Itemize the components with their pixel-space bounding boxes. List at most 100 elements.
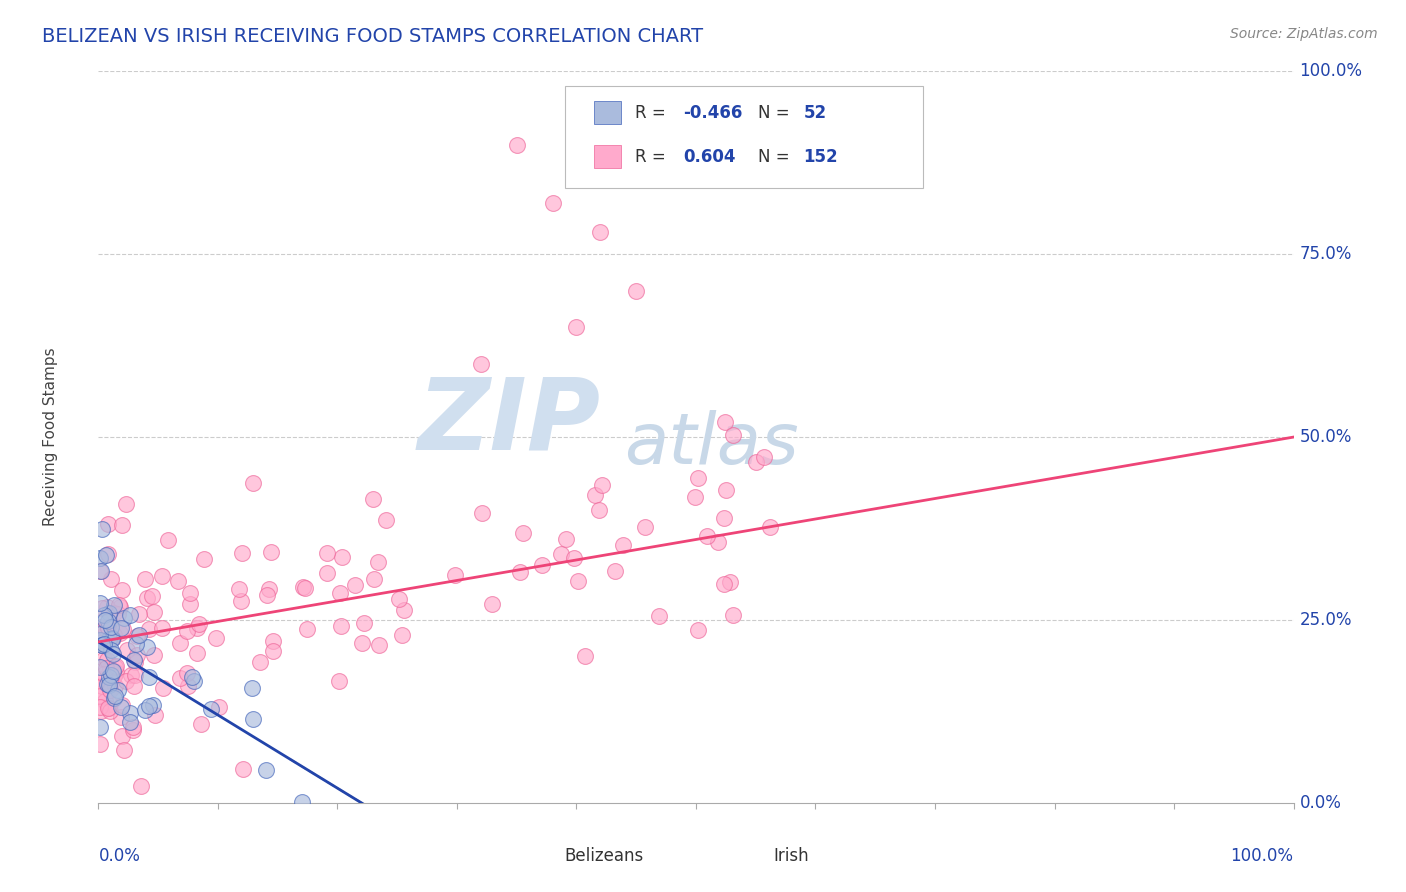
Point [120,714,142,729]
Point [96,548,118,562]
Point [103,690,125,705]
Point [330,550,353,565]
Point [179,597,201,611]
Point [157,533,180,547]
Point [89,737,111,751]
Point [93,651,115,665]
Text: 0.0%: 0.0% [1299,794,1341,812]
Point [713,511,735,525]
Point [103,669,125,683]
Point [714,483,737,498]
Point [169,671,191,685]
Point [90,704,112,718]
Point [506,137,529,152]
Text: 100.0%: 100.0% [1299,62,1362,80]
Point [125,648,148,662]
Point [89,699,111,714]
Point [89,565,111,579]
Point [121,720,143,734]
Point [108,599,131,614]
Point [744,455,766,469]
FancyBboxPatch shape [565,86,924,188]
Point [150,621,173,635]
Point [713,415,735,429]
Point [124,655,146,669]
Point [98,701,121,715]
Point [97,701,120,715]
Point [107,682,129,697]
Point [583,488,606,502]
Point [186,647,208,661]
Point [759,520,782,534]
Point [89,633,111,648]
Point [110,700,132,714]
Text: N =: N = [758,148,794,166]
Point [107,598,129,612]
Point [97,516,120,531]
Point [242,712,264,726]
Text: -0.466: -0.466 [683,103,742,122]
Point [100,682,122,697]
Text: N =: N = [758,103,794,122]
Text: 52: 52 [804,103,827,122]
Point [112,743,135,757]
FancyBboxPatch shape [529,846,555,867]
Point [181,670,204,684]
Point [100,631,122,645]
Point [190,717,212,731]
Point [713,576,735,591]
Point [231,594,253,608]
Point [100,643,122,657]
Text: 75.0%: 75.0% [1299,245,1353,263]
Point [90,600,112,615]
Point [111,729,134,743]
Text: Receiving Food Stamps: Receiving Food Stamps [44,348,58,526]
Point [205,632,228,646]
Point [187,616,209,631]
Text: R =: R = [636,148,671,166]
Point [103,628,125,642]
Point [93,607,115,622]
Point [90,679,112,693]
Point [100,619,122,633]
Point [104,679,127,693]
Point [626,284,648,298]
Point [107,607,129,621]
Point [98,681,121,695]
Point [111,517,134,532]
Point [257,582,280,597]
Point [328,586,350,600]
Point [142,698,165,712]
Point [471,506,494,520]
Point [97,547,120,561]
Point [696,529,718,543]
Point [104,690,127,704]
Point [94,613,117,627]
Point [110,710,132,724]
Point [128,628,150,642]
Point [481,597,503,611]
Point [135,591,157,605]
Point [104,665,127,680]
Point [101,664,124,678]
Point [100,698,122,712]
Point [315,566,337,580]
Point [89,550,111,565]
Text: 0.604: 0.604 [683,148,735,166]
Point [328,674,350,689]
Point [103,606,125,620]
Point [565,320,588,334]
Point [114,673,136,688]
Point [97,621,120,635]
Point [134,703,156,717]
Point [179,585,201,599]
Point [176,624,198,638]
Text: R =: R = [636,103,671,122]
Point [688,471,710,485]
Point [329,619,352,633]
Point [183,674,205,689]
Point [111,698,134,712]
Point [97,620,120,634]
Text: ZIP: ZIP [418,374,600,471]
Point [100,632,122,647]
